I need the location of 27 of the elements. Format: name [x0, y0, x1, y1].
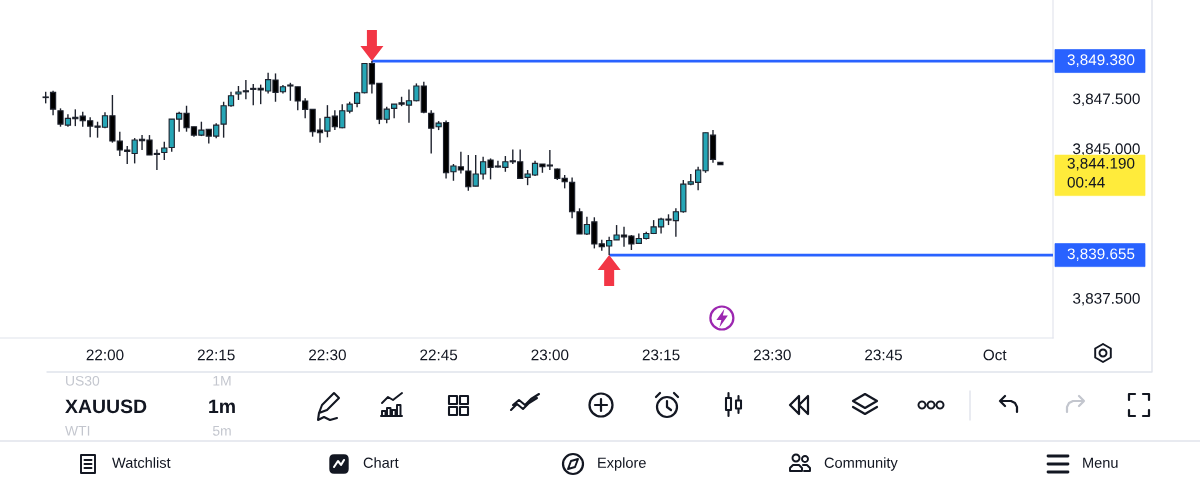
y-tick-label: 3,847.500 [1073, 93, 1140, 107]
x-tick-label: 23:30 [753, 349, 791, 361]
text: Menu [1083, 457, 1118, 468]
text: Explore [598, 457, 646, 471]
text: 1m [209, 399, 235, 414]
data-label: 3,849.380 [1067, 54, 1135, 67]
x-tick-label: Oct [983, 349, 1007, 361]
x-tick-label: 23:45 [865, 349, 902, 361]
x-tick-label: 22:00 [86, 349, 124, 361]
y-tick-label: 3,837.500 [1073, 292, 1140, 306]
text: XAUUSD [65, 399, 147, 414]
x-tick-label: 22:30 [309, 349, 346, 361]
x-tick-label: 22:45 [420, 349, 458, 361]
data-label: 3,839.655 [1067, 248, 1135, 261]
y-tick-label: 3,845.000 [1073, 143, 1140, 156]
text: Chart [363, 457, 399, 468]
text: US30 [66, 375, 100, 386]
text: 5m [212, 426, 231, 436]
x-tick-label: 22:15 [197, 349, 235, 361]
text: Community [824, 457, 898, 471]
text: 1M [213, 376, 231, 386]
text: 3,844.190 [1067, 157, 1135, 171]
text: 00:44 [1067, 176, 1105, 188]
text: WTI [65, 426, 90, 436]
x-tick-label: 23:15 [642, 349, 680, 361]
text: Watchlist [112, 457, 171, 468]
x-tick-label: 23:00 [531, 349, 569, 361]
